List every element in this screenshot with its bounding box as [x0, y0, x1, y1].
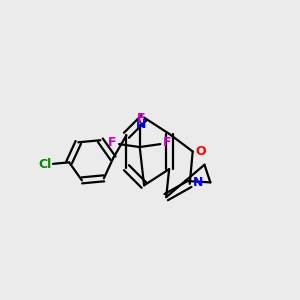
Text: F: F: [108, 136, 117, 149]
Text: F: F: [136, 112, 145, 125]
Text: O: O: [196, 145, 206, 158]
Text: F: F: [163, 136, 171, 149]
Text: N: N: [193, 176, 203, 189]
Text: Cl: Cl: [38, 158, 51, 171]
Text: N: N: [136, 118, 146, 131]
